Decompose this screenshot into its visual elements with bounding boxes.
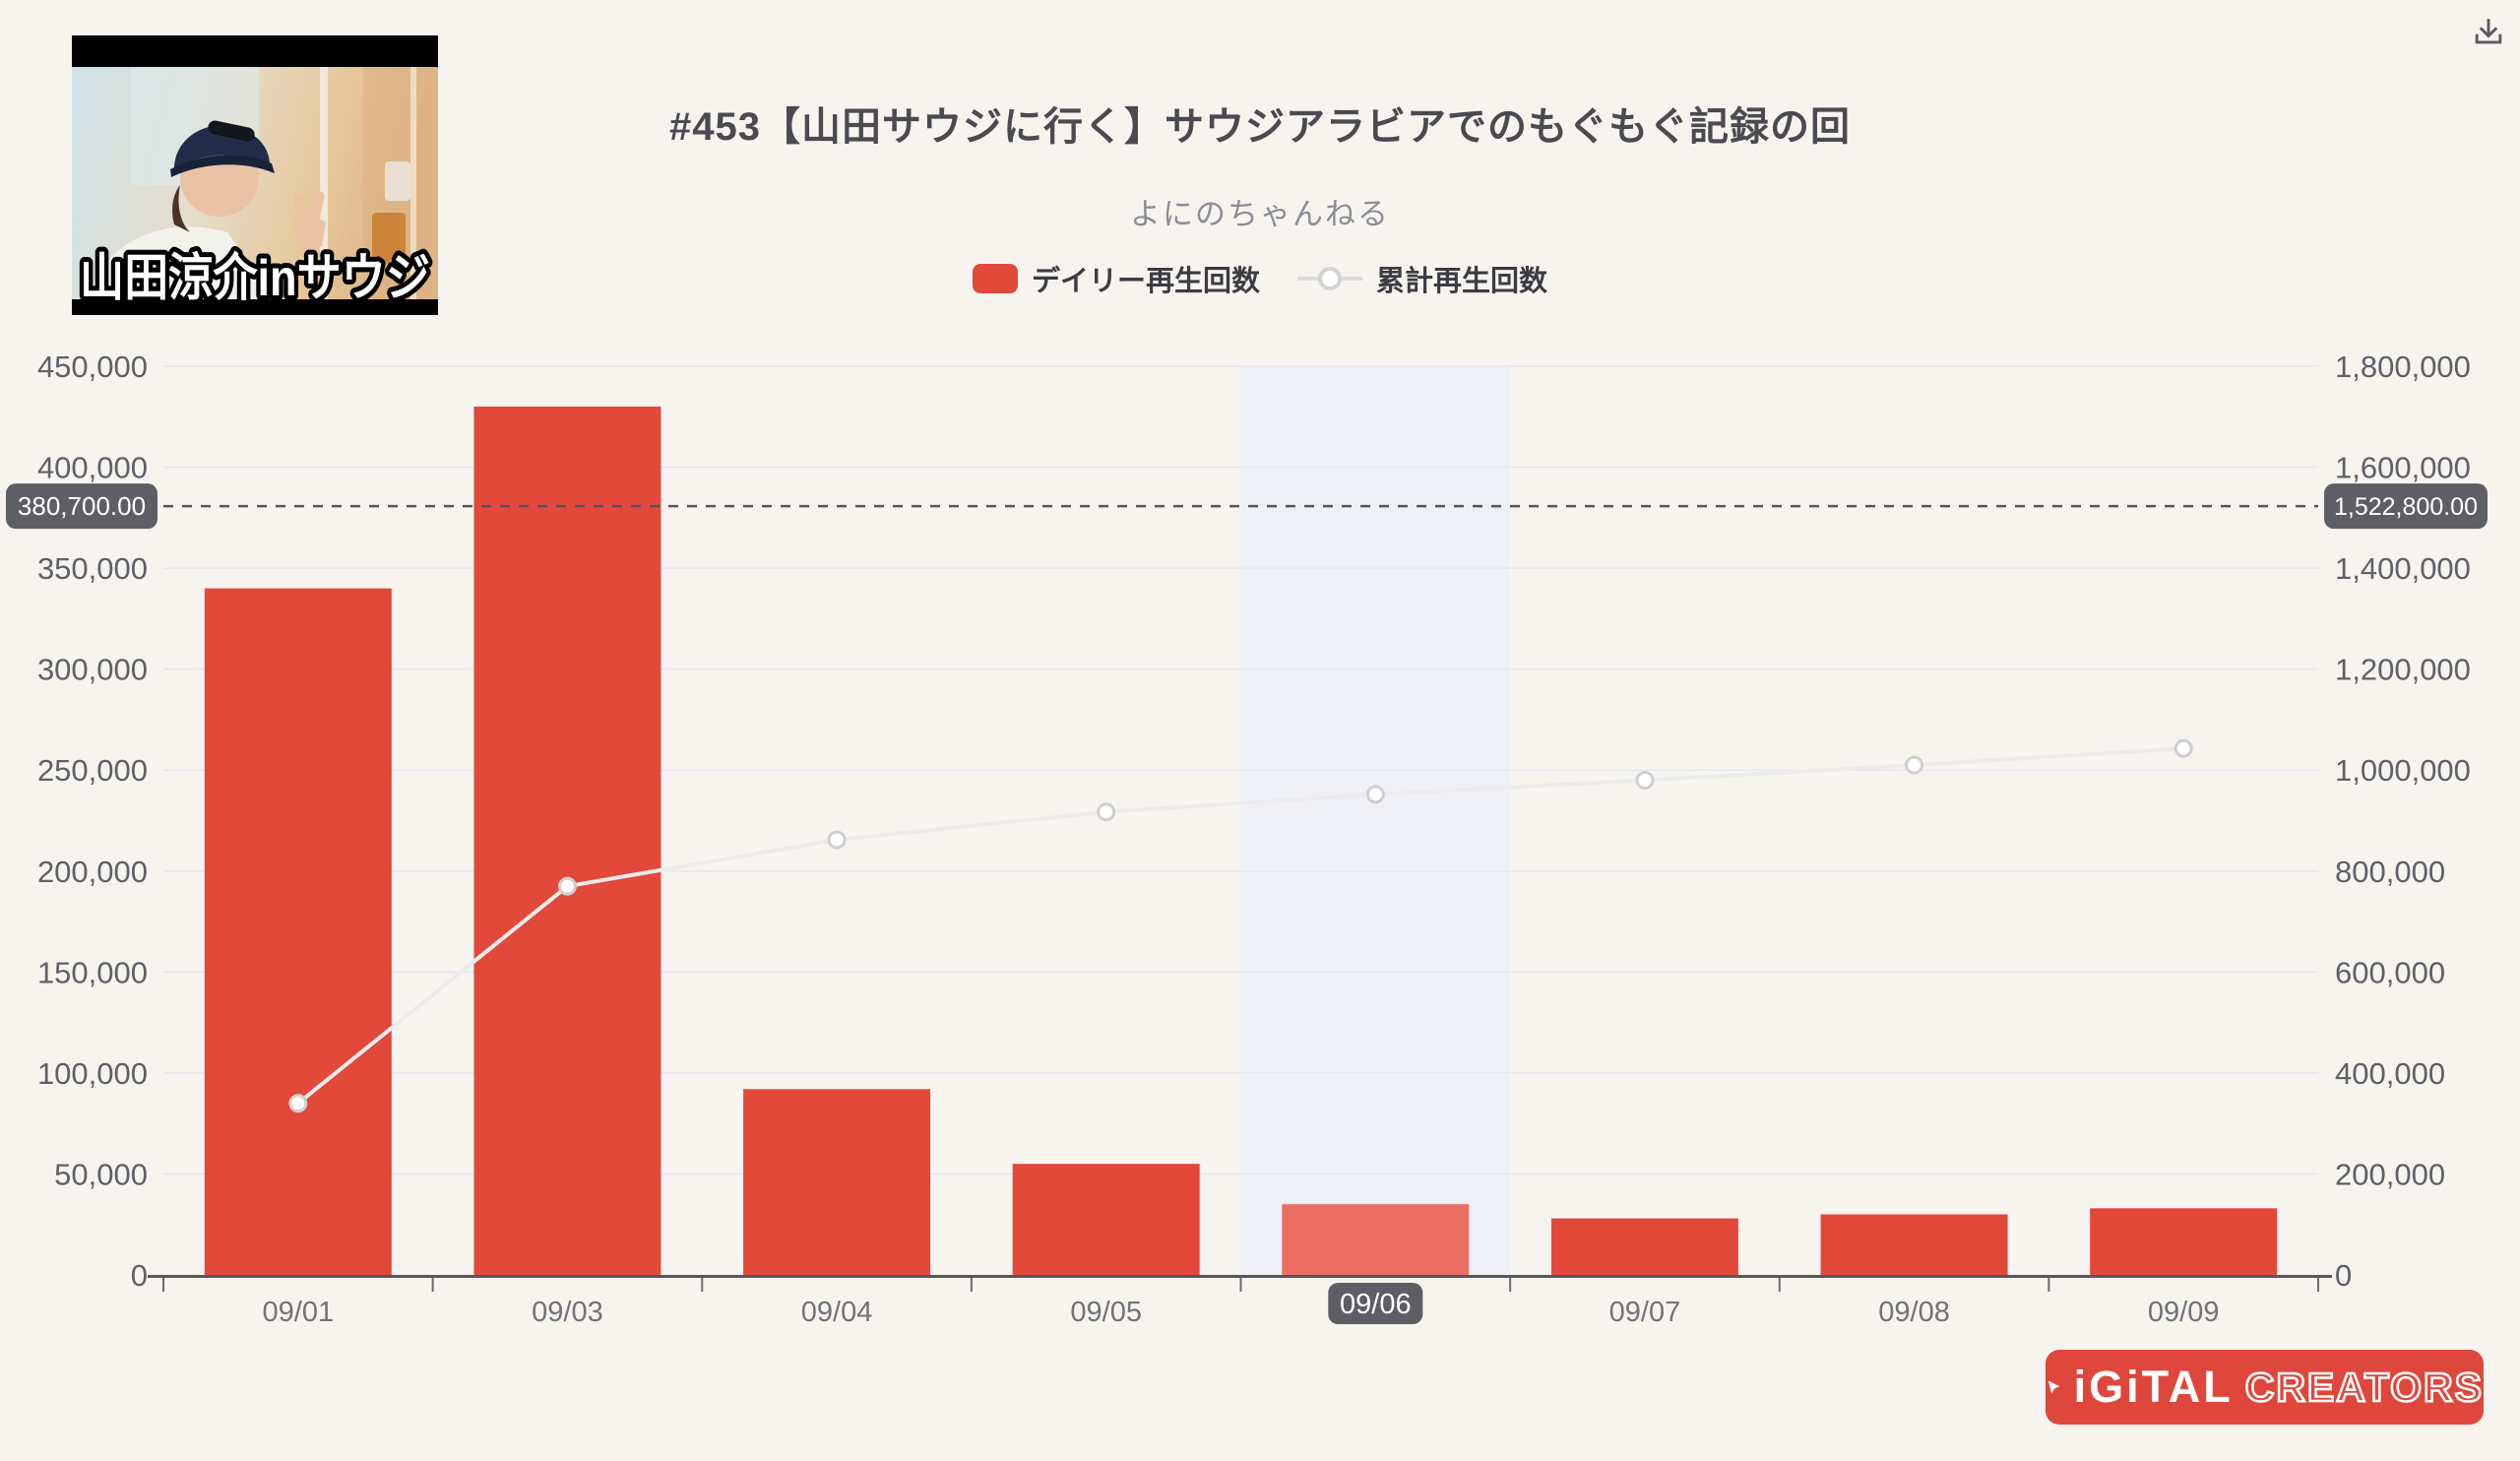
bar-09-04[interactable] [743, 1089, 931, 1275]
y-axis-left-label: 150,000 [37, 955, 148, 989]
y-axis-left-label: 50,000 [54, 1157, 148, 1191]
y-axis-left-label: 350,000 [37, 551, 148, 586]
reference-badge-left [6, 483, 158, 530]
legend-item-cumulative[interactable]: 累計再生回数 [1297, 258, 1547, 299]
play-cursor-icon [2048, 1380, 2060, 1394]
y-axis-left-label: 200,000 [37, 855, 148, 889]
thumbnail-caption: 山田涼介inサウジ [80, 250, 430, 307]
x-label-09-08: 09/08 [1878, 1297, 1950, 1328]
y-axis-right-label: 1,600,000 [2335, 451, 2471, 485]
y-axis-right-label: 1,800,000 [2335, 349, 2471, 384]
download-icon [2475, 19, 2502, 44]
thumbnail-caption-art: 山田涼介inサウジ [75, 245, 435, 312]
x-label-09-07: 09/07 [1609, 1297, 1681, 1328]
y-axis-left-label: 400,000 [37, 451, 148, 485]
y-axis-right-label: 1,200,000 [2335, 653, 2471, 687]
x-label-badge [1328, 1283, 1423, 1324]
legend-label-cumulative: 累計再生回数 [1376, 266, 1548, 297]
y-axis-right-label: 600,000 [2335, 955, 2445, 989]
y-axis-left-label: 0 [131, 1258, 148, 1293]
channel-name: よにのちゃんねる [1130, 197, 1390, 231]
marker-09-03[interactable] [557, 876, 577, 896]
marker-09-09[interactable] [2174, 738, 2193, 758]
bar-09-08[interactable] [1820, 1214, 2008, 1275]
y-axis-right-label: 800,000 [2335, 855, 2445, 889]
cumulative-series-swatch-icon [1297, 264, 1362, 293]
y-axis-right-label: 1,400,000 [2335, 551, 2471, 586]
bar-09-03[interactable] [473, 407, 662, 1275]
marker-09-06[interactable] [1365, 785, 1385, 804]
x-label-09-06: 09/06 [1340, 1289, 1412, 1320]
reference-badge-right [2324, 483, 2488, 530]
bar-09-05[interactable] [1012, 1164, 1200, 1275]
thumbnail-photo [72, 67, 438, 299]
bar-09-01[interactable] [204, 588, 392, 1275]
reference-badge-right-value: 1,522,800.00 [2334, 493, 2478, 521]
y-axis-left-label: 450,000 [37, 349, 148, 384]
bar-09-06[interactable] [1282, 1204, 1470, 1275]
x-label-09-05: 09/05 [1070, 1297, 1142, 1328]
marker-09-05[interactable] [1097, 802, 1116, 822]
logo-text-outline: CREATORS [2243, 1363, 2484, 1411]
hover-band [1240, 366, 1511, 1275]
legend-item-daily[interactable]: デイリー再生回数 [972, 258, 1260, 299]
x-label-09-03: 09/03 [532, 1297, 603, 1328]
video-thumbnail: 山田涼介inサウジ [72, 35, 438, 315]
x-label-09-04: 09/04 [801, 1297, 873, 1328]
y-axis-left-label: 300,000 [37, 653, 148, 687]
marker-09-07[interactable] [1635, 770, 1655, 790]
page-title: #453【山田サウジに行く】サウジアラビアでのもぐもぐ記録の回 [669, 105, 1851, 149]
marker-09-04[interactable] [827, 830, 847, 850]
digital-creators-logo: iGiTAL CREATORS [2046, 1350, 2484, 1425]
bar-09-09[interactable] [2090, 1208, 2278, 1275]
y-axis-right-label: 400,000 [2335, 1056, 2445, 1091]
download-button[interactable] [2465, 8, 2512, 55]
bar-09-07[interactable] [1550, 1218, 1738, 1275]
marker-09-08[interactable] [1905, 755, 1924, 775]
y-axis-right-label: 0 [2335, 1258, 2352, 1293]
marker-09-01[interactable] [288, 1094, 308, 1113]
y-axis-right-label: 1,000,000 [2335, 753, 2471, 788]
x-label-09-09: 09/09 [2148, 1297, 2220, 1328]
reference-badge-left-value: 380,700.00 [18, 491, 146, 521]
cumulative-line [296, 746, 2184, 1106]
daily-series-swatch-icon [972, 264, 1018, 293]
y-axis-right-label: 200,000 [2335, 1157, 2445, 1191]
y-axis-left-label: 100,000 [37, 1056, 148, 1091]
y-axis-left-label: 250,000 [37, 753, 148, 788]
x-label-09-01: 09/01 [263, 1297, 335, 1328]
chart-legend: デイリー再生回数 累計再生回数 [0, 258, 2520, 299]
logo-text-solid: iGiTAL [2073, 1362, 2234, 1412]
legend-label-daily: デイリー再生回数 [1031, 266, 1260, 297]
